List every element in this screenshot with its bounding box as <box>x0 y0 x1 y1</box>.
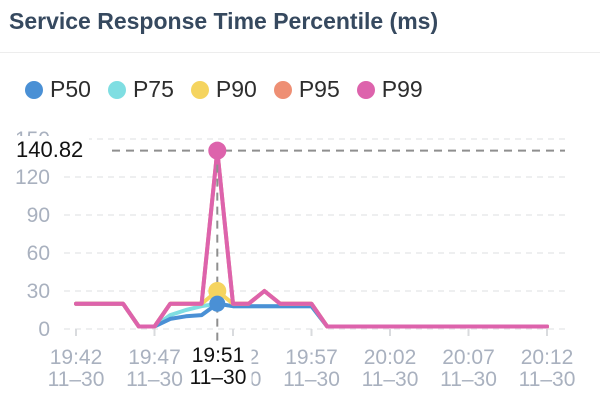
legend-item-p50[interactable]: P50 <box>25 76 91 103</box>
legend-label-p99: P99 <box>381 76 423 102</box>
crosshair-date-label: 11–30 <box>189 366 247 389</box>
x-axis-time-label: 20:12 <box>521 346 574 369</box>
legend-label-p90: P90 <box>215 76 257 102</box>
marker-dot-p90[interactable] <box>208 282 227 300</box>
x-axis-date-label: 11–30 <box>519 368 576 391</box>
x-axis-date-label: 11–30 <box>440 368 497 391</box>
x-axis-time-label: 20:07 <box>442 346 495 369</box>
legend-item-p90[interactable]: P90 <box>190 76 257 103</box>
series-line-p99 <box>74 148 549 329</box>
legend-dot-p90 <box>190 80 209 99</box>
marker-dot-p99[interactable] <box>208 141 227 160</box>
title-divider <box>0 52 600 53</box>
legend-label-p95: P95 <box>298 76 340 102</box>
x-axis-date-label: 11–30 <box>126 368 183 391</box>
x-axis-date-label: 11–30 <box>283 368 340 391</box>
legend-item-p95[interactable]: P95 <box>273 76 340 103</box>
y-axis-label: 0 <box>38 318 50 341</box>
legend-dot-p50 <box>25 80 43 99</box>
x-axis-time-label: 20:02 <box>364 346 417 369</box>
x-axis-time-label: 19:42 <box>50 346 103 369</box>
legend-label-p50: P50 <box>50 76 91 102</box>
marker-dot-p50[interactable] <box>209 295 226 312</box>
legend-dot-p95 <box>273 80 292 99</box>
x-axis-time-label: 19:47 <box>128 346 181 369</box>
legend-dot-p99 <box>356 80 375 99</box>
legend-label-p75: P75 <box>132 76 174 102</box>
y-axis-label: 60 <box>27 242 50 265</box>
y-axis-label: 30 <box>27 280 50 303</box>
y-axis-label: 90 <box>27 204 50 227</box>
legend: P50 P75 P90 P95 P99 <box>25 76 423 103</box>
legend-item-p99[interactable]: P99 <box>356 76 423 103</box>
crosshair-time-label: 19:51 <box>191 344 245 367</box>
x-axis-date-label: 11–30 <box>362 368 419 391</box>
crosshair-x-label: 19:51 11–30 <box>184 344 252 390</box>
chart-title: Service Response Time Percentile (ms) <box>9 8 439 34</box>
legend-dot-p75 <box>107 80 126 99</box>
y-axis-label: 120 <box>15 166 50 189</box>
x-axis-date-label: 11–30 <box>48 368 105 391</box>
annotation-value-label: 140.82 <box>14 136 90 164</box>
legend-item-p75[interactable]: P75 <box>107 76 174 103</box>
x-axis-time-label: 19:57 <box>285 346 338 369</box>
